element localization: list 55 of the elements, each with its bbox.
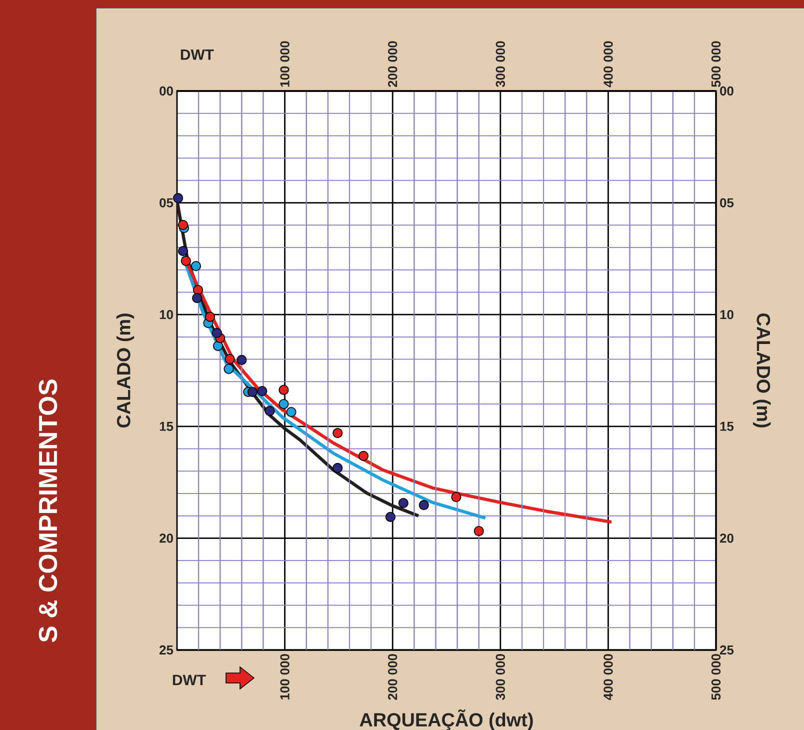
- y2-tick-label: 05: [720, 198, 734, 208]
- point: [286, 407, 296, 418]
- point: [398, 498, 408, 508]
- x-axis-title: ARQUEAÇÃO (dwt): [360, 709, 533, 730]
- point: [247, 386, 258, 398]
- x-tick-label: 400 000: [604, 41, 613, 88]
- point: [278, 398, 289, 410]
- y-tick-label: 00: [160, 86, 173, 96]
- y2-tick-label: 15: [720, 422, 734, 431]
- y2-axis-title: CALADO (m): [753, 313, 771, 428]
- x2-tick-label: 100 000: [280, 654, 290, 700]
- point: [212, 328, 222, 338]
- point: [178, 220, 188, 230]
- point: [178, 246, 188, 256]
- point: [264, 406, 275, 416]
- text: S & COMPRIMENTOS: [38, 380, 58, 642]
- point: [332, 462, 343, 474]
- y-tick-label: 20: [160, 534, 173, 543]
- x2-tick-label: 200 000: [388, 654, 398, 700]
- y-tick-label: 10: [160, 310, 173, 320]
- x-tick-label: 100 000: [280, 41, 290, 87]
- point: [180, 256, 192, 266]
- point: [224, 364, 234, 374]
- point: [418, 500, 429, 510]
- y2-tick-label: 20: [720, 534, 734, 543]
- point: [236, 354, 247, 366]
- point: [332, 428, 343, 438]
- y-axis-title: CALADO (m): [116, 314, 134, 428]
- y-tick-label: 05: [160, 198, 174, 208]
- x2-tick-label: 300 000: [496, 654, 505, 700]
- point: [212, 340, 224, 351]
- point: [192, 284, 204, 296]
- point: [257, 386, 268, 396]
- y-tick-label: 15: [160, 422, 174, 431]
- text: DWT: [172, 674, 206, 686]
- x2-tick-label: 500 000: [711, 654, 721, 700]
- x-tick-label: 500 000: [711, 41, 721, 88]
- point: [451, 492, 462, 502]
- x-tick-label: 300 000: [496, 41, 505, 88]
- x2-axis-title: DWT: [180, 50, 214, 60]
- x2-tick-label: 400 000: [604, 654, 613, 700]
- point: [278, 384, 289, 395]
- point: [192, 292, 202, 304]
- point: [385, 512, 396, 522]
- point: [224, 354, 235, 364]
- x-tick-label: 200 000: [388, 41, 398, 88]
- point: [204, 312, 216, 322]
- y-tick-label: 25: [160, 645, 174, 655]
- y2-tick-label: 25: [720, 645, 734, 655]
- point: [190, 261, 202, 272]
- point: [358, 450, 369, 461]
- y2-tick-label: 00: [720, 86, 734, 96]
- point: [474, 526, 484, 536]
- point: [173, 193, 184, 204]
- y2-tick-label: 10: [720, 310, 734, 320]
